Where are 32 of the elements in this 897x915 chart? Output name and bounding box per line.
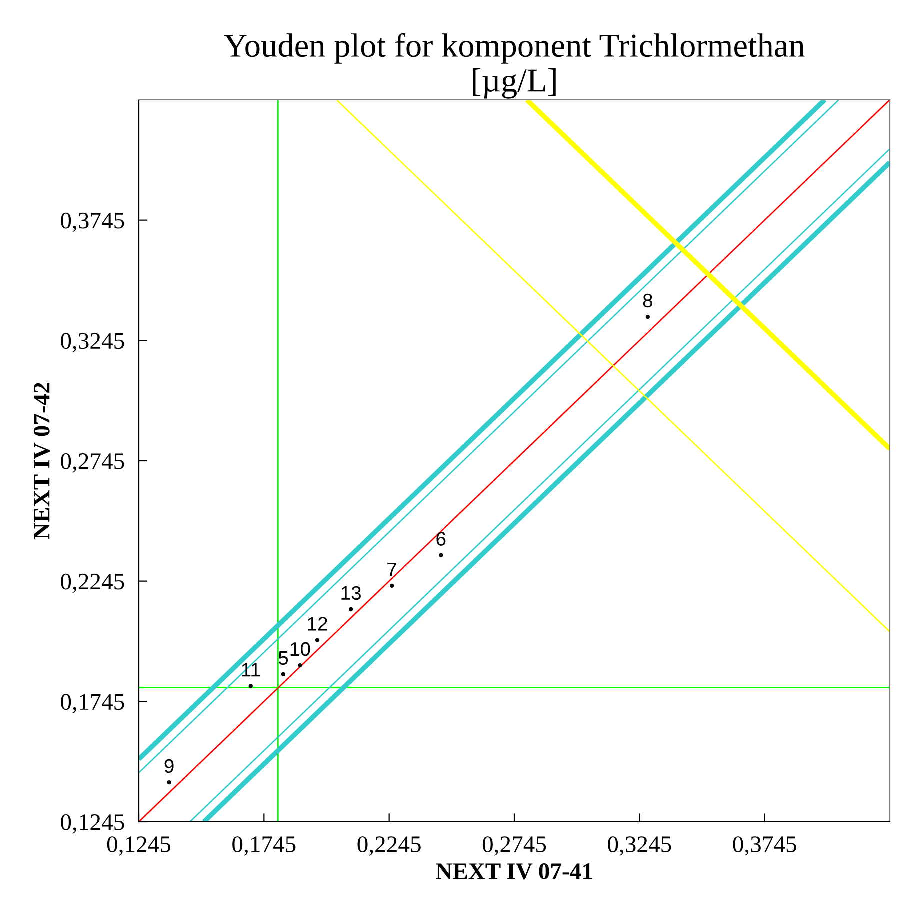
annotation: 12 — [308, 617, 328, 631]
x-tick-label: 0,3745 — [733, 836, 796, 856]
annotation: 13 — [342, 586, 361, 600]
annotation: 9 — [164, 759, 174, 774]
y-tick-label: 0,2245 — [61, 574, 124, 594]
x-axis-title: NEXT IV 07-41 — [436, 864, 592, 880]
point — [390, 584, 394, 588]
x-tick-label: 0,2245 — [358, 836, 421, 856]
point — [348, 607, 354, 612]
annotation: 5 — [278, 652, 288, 666]
point — [167, 780, 172, 785]
annotation: 6 — [436, 532, 446, 546]
y-tick-label: 0,1745 — [61, 694, 124, 714]
y-axis-title: NEXT IV 07-42 — [34, 383, 50, 540]
annotation: 8 — [643, 294, 652, 308]
point — [298, 663, 302, 668]
y-tick-label: 0,3245 — [61, 333, 124, 352]
annotation: 10 — [290, 642, 310, 656]
x-tick-label: 0,1245 — [107, 836, 171, 856]
y-tick-label: 0,1245 — [61, 814, 124, 834]
x-tick-label: 0,3245 — [608, 836, 672, 856]
point — [439, 553, 444, 558]
x-tick-label: 0,2745 — [482, 836, 546, 856]
point — [248, 684, 253, 688]
y-tick-label: 0,2745 — [61, 453, 124, 473]
y-tick-label: 0,3745 — [61, 212, 124, 232]
point — [646, 315, 650, 320]
chart-title: Youden plot for komponent Trichlormethan [µg/L] — [224, 33, 805, 99]
point — [281, 672, 286, 677]
point — [315, 638, 320, 642]
x-tick-label: 0,1745 — [232, 836, 296, 856]
annotation: 7 — [388, 562, 397, 576]
